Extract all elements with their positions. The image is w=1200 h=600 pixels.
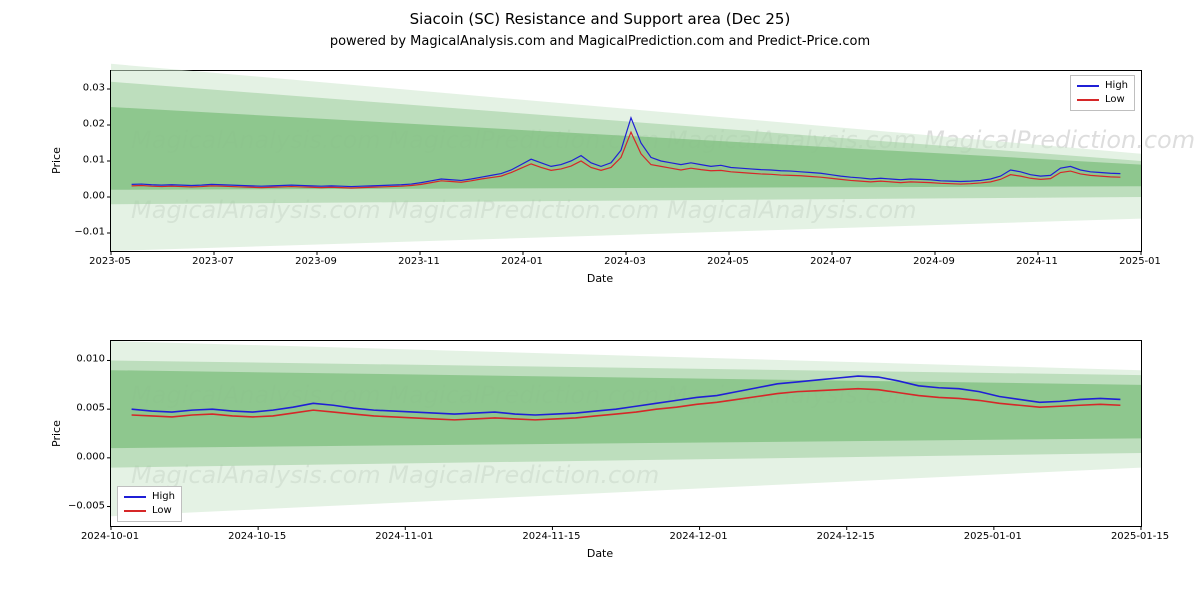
- plot-svg: [111, 71, 1141, 251]
- y-tick-label: 0.010: [65, 354, 105, 365]
- x-tick-label: 2024-07: [810, 256, 852, 267]
- legend-label: High: [1105, 79, 1128, 93]
- y-tick-label: 0.005: [65, 403, 105, 414]
- chart-panel-top: MagicalAnalysis.com MagicalPrediction.co…: [110, 70, 1142, 252]
- legend-swatch: [124, 510, 146, 512]
- x-tick-label: 2024-12-01: [670, 531, 728, 542]
- x-tick-label: 2024-10-01: [81, 531, 139, 542]
- x-tick-label: 2024-11-01: [375, 531, 433, 542]
- legend-swatch: [124, 496, 146, 498]
- y-tick-label: −0.005: [65, 500, 105, 511]
- x-tick-label: 2025-01-15: [1111, 531, 1169, 542]
- x-tick-label: 2023-11: [398, 256, 440, 267]
- x-tick-label: 2024-11-15: [522, 531, 580, 542]
- x-tick-label: 2023-09: [295, 256, 337, 267]
- y-axis-label-top: Price: [50, 147, 63, 174]
- x-tick-label: 2024-03: [604, 256, 646, 267]
- legend-label: Low: [1105, 93, 1125, 107]
- x-tick-label: 2025-01: [1119, 256, 1161, 267]
- x-tick-label: 2023-07: [192, 256, 234, 267]
- x-tick-label: 2024-09: [913, 256, 955, 267]
- x-tick-label: 2024-11: [1016, 256, 1058, 267]
- x-tick-label: 2024-01: [501, 256, 543, 267]
- chart-subtitle: powered by MagicalAnalysis.com and Magic…: [0, 34, 1200, 49]
- x-tick-label: 2024-05: [707, 256, 749, 267]
- legend: HighLow: [1070, 75, 1135, 111]
- y-tick-label: 0.000: [65, 451, 105, 462]
- legend-swatch: [1077, 99, 1099, 101]
- legend-item: Low: [1077, 93, 1128, 107]
- y-axis-label-bottom: Price: [50, 420, 63, 447]
- legend-label: High: [152, 490, 175, 504]
- legend: HighLow: [117, 486, 182, 522]
- x-tick-label: 2024-12-15: [817, 531, 875, 542]
- figure: Siacoin (SC) Resistance and Support area…: [0, 0, 1200, 600]
- plot-svg: [111, 341, 1141, 526]
- x-tick-label: 2023-05: [89, 256, 131, 267]
- x-axis-label-top: Date: [0, 272, 1200, 285]
- y-tick-label: −0.01: [65, 227, 105, 238]
- chart-panel-bottom: MagicalAnalysis.com MagicalPrediction.co…: [110, 340, 1142, 527]
- chart-title: Siacoin (SC) Resistance and Support area…: [0, 10, 1200, 28]
- y-tick-label: 0.01: [65, 155, 105, 166]
- x-tick-label: 2025-01-01: [964, 531, 1022, 542]
- y-tick-label: 0.03: [65, 83, 105, 94]
- x-tick-label: 2024-10-15: [228, 531, 286, 542]
- legend-item: Low: [124, 504, 175, 518]
- y-tick-label: 0.00: [65, 191, 105, 202]
- legend-label: Low: [152, 504, 172, 518]
- y-tick-label: 0.02: [65, 119, 105, 130]
- legend-item: High: [124, 490, 175, 504]
- legend-swatch: [1077, 85, 1099, 87]
- x-axis-label-bottom: Date: [0, 547, 1200, 560]
- legend-item: High: [1077, 79, 1128, 93]
